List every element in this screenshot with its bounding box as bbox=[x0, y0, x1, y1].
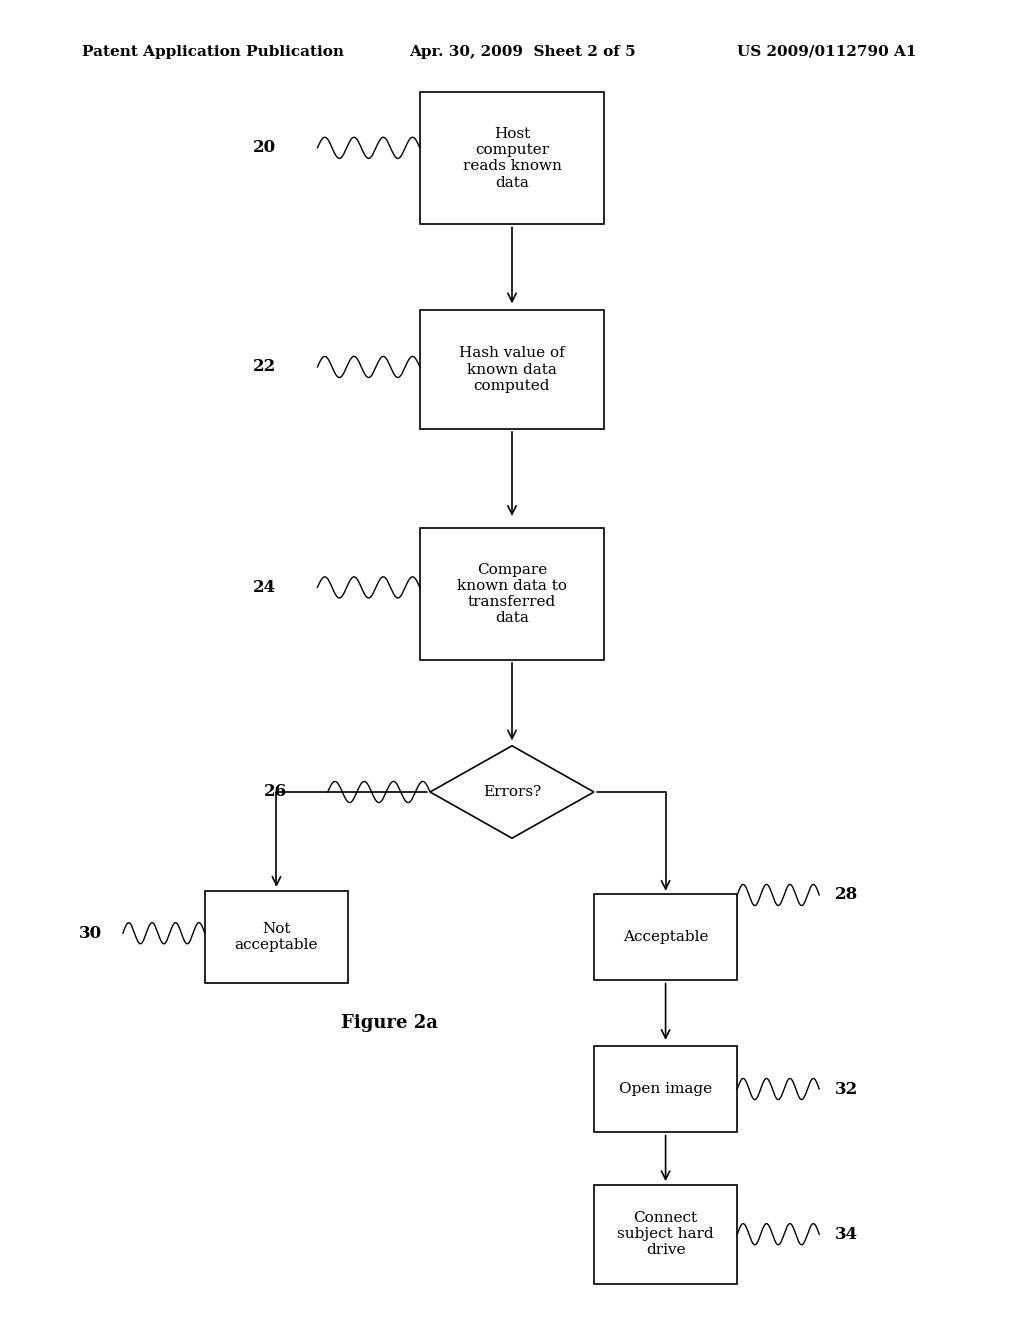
Polygon shape bbox=[430, 746, 594, 838]
Text: Host
computer
reads known
data: Host computer reads known data bbox=[463, 127, 561, 190]
Text: 28: 28 bbox=[835, 887, 858, 903]
Text: 30: 30 bbox=[79, 925, 102, 941]
Text: Connect
subject hard
drive: Connect subject hard drive bbox=[617, 1210, 714, 1258]
FancyBboxPatch shape bbox=[594, 895, 737, 979]
Text: Acceptable: Acceptable bbox=[623, 931, 709, 944]
Text: Patent Application Publication: Patent Application Publication bbox=[82, 45, 344, 59]
Text: 32: 32 bbox=[835, 1081, 858, 1097]
Text: 26: 26 bbox=[263, 784, 287, 800]
Text: Compare
known data to
transferred
data: Compare known data to transferred data bbox=[457, 562, 567, 626]
Text: Open image: Open image bbox=[620, 1082, 712, 1096]
Text: Errors?: Errors? bbox=[483, 785, 541, 799]
Text: Hash value of
known data
computed: Hash value of known data computed bbox=[459, 346, 565, 393]
FancyBboxPatch shape bbox=[420, 528, 604, 660]
Text: Figure 2a: Figure 2a bbox=[341, 1014, 437, 1032]
FancyBboxPatch shape bbox=[594, 1185, 737, 1283]
FancyBboxPatch shape bbox=[420, 310, 604, 429]
Text: 20: 20 bbox=[253, 140, 276, 156]
FancyBboxPatch shape bbox=[205, 891, 348, 983]
Text: 34: 34 bbox=[835, 1226, 858, 1242]
Text: 22: 22 bbox=[253, 359, 276, 375]
FancyBboxPatch shape bbox=[420, 92, 604, 224]
Text: Apr. 30, 2009  Sheet 2 of 5: Apr. 30, 2009 Sheet 2 of 5 bbox=[410, 45, 636, 59]
Text: US 2009/0112790 A1: US 2009/0112790 A1 bbox=[737, 45, 916, 59]
FancyBboxPatch shape bbox=[594, 1045, 737, 1133]
Text: 24: 24 bbox=[253, 579, 276, 595]
Text: Not
acceptable: Not acceptable bbox=[234, 923, 318, 952]
